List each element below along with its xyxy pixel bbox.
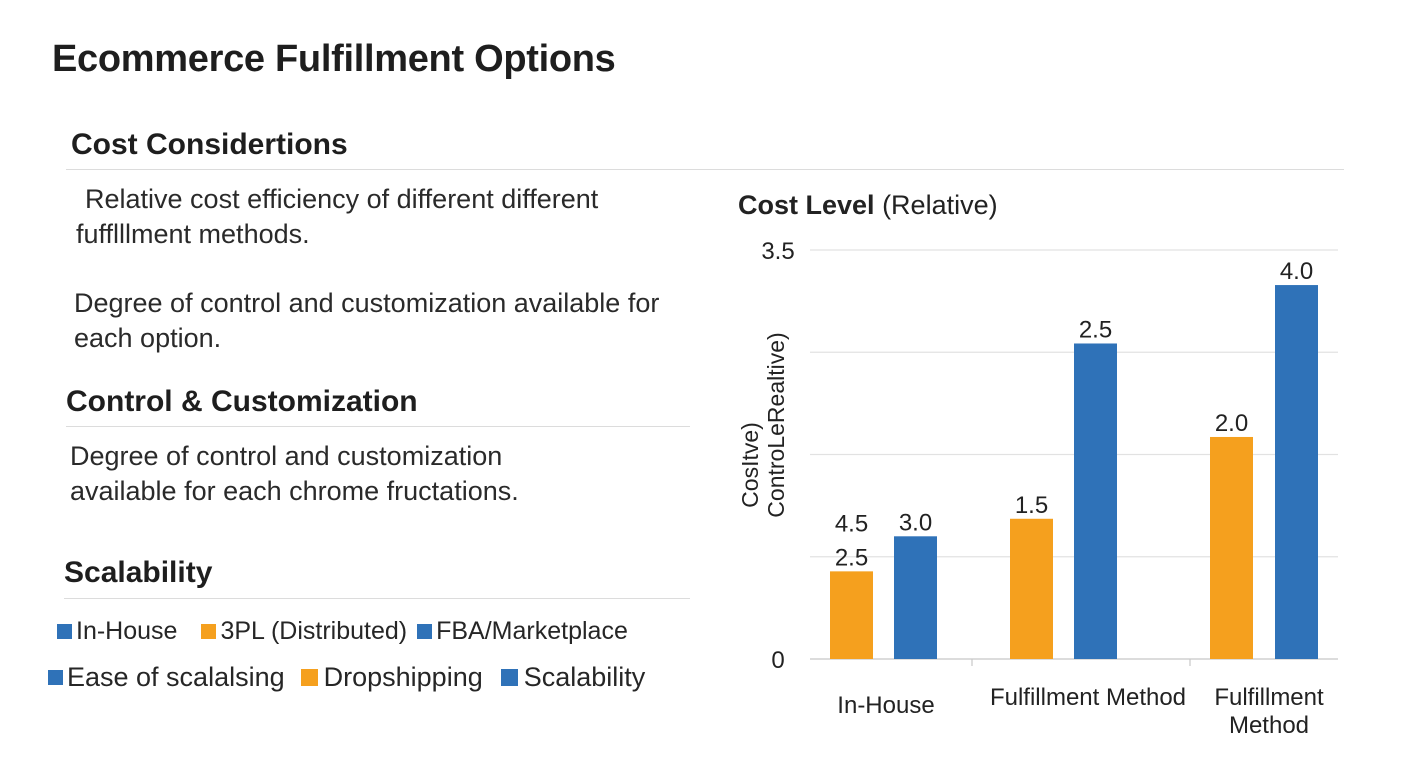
- cost-considerations-heading: Cost Considertions: [71, 128, 348, 161]
- orange-bar: [830, 571, 873, 659]
- y-tick-label: 3.5: [761, 238, 794, 265]
- control-section-divider: [66, 426, 690, 427]
- bar-data-label: 2.0: [1215, 410, 1248, 437]
- chart-title-normal: (Relative): [882, 190, 998, 220]
- bar-data-label: 4.0: [1280, 258, 1313, 285]
- x-category-label: In-House: [837, 692, 934, 719]
- scalability-section-divider: [64, 598, 690, 599]
- control-paragraph-line-2: available for each chrome fructations.: [70, 476, 519, 506]
- chart-title-bold: Cost Level: [738, 190, 875, 220]
- control-customization-heading: Control & Customization: [66, 385, 418, 418]
- legend-item-3pl: 3PL (Distributed): [201, 617, 407, 646]
- legend-swatch: [57, 624, 72, 639]
- legend-swatch: [300, 669, 318, 686]
- x-category-label: Fulfillment: [1214, 684, 1324, 711]
- y-tick-label: 0: [771, 647, 784, 674]
- legend-label: Dropshipping: [323, 662, 483, 692]
- legend-item-ease-of-scaling: Ease of scalalsing: [48, 662, 285, 693]
- legend-swatch: [417, 624, 433, 639]
- blue-bar: [1074, 343, 1117, 659]
- bar-data-label: 2.5: [835, 544, 868, 571]
- bar-data-label: 4.5: [835, 510, 868, 537]
- legend-item-in-house: In-House: [57, 617, 177, 646]
- scalability-heading: Scalability: [64, 556, 213, 589]
- legend-item-dropshipping: Dropshipping: [300, 662, 483, 693]
- cost-level-bar-chart: 0 3.5 CosItve) ControLeRealtive) 4.5 2.5 3.0 1.…: [737, 238, 1338, 739]
- legend-item-scalability: Scalability: [500, 662, 646, 693]
- legend-row-1: In-House 3PL (Distributed) FBA/Marketpla…: [57, 617, 638, 646]
- legend-row-2: Ease of scalalsing Dropshipping Scalabil…: [48, 662, 655, 693]
- legend-label: Ease of scalalsing: [67, 662, 285, 692]
- x-category-label: Method: [1229, 712, 1309, 739]
- orange-bar: [1010, 518, 1053, 659]
- legend-swatch: [201, 624, 217, 639]
- cost-paragraph-2: Degree of control and customization avai…: [74, 286, 659, 356]
- y-axis-label-line-2: ControLeRealtive): [763, 332, 789, 517]
- cost-paragraph-2-line-1: Degree of control and customization avai…: [74, 288, 660, 318]
- cost-section-divider: [66, 169, 1344, 170]
- x-category-label: Fulfillment Method: [990, 684, 1186, 711]
- legend-item-fba-marketplace: FBA/Marketplace: [417, 617, 628, 646]
- cost-paragraph-1: Relative cost efficiency of different di…: [76, 182, 598, 252]
- cost-paragraph-1-line-2: fufflllment methods.: [76, 219, 310, 249]
- bar-data-label: 1.5: [1015, 492, 1048, 519]
- bar-data-label: 2.5: [1079, 316, 1112, 343]
- legend-label: Scalability: [523, 662, 646, 692]
- control-paragraph: Degree of control and customization avai…: [70, 439, 519, 509]
- cost-paragraph-1-line-1: Relative cost efficiency of different di…: [85, 184, 599, 214]
- cost-paragraph-2-line-2: each option.: [74, 323, 222, 353]
- legend-label: FBA/Marketplace: [436, 617, 628, 645]
- blue-bar: [894, 536, 937, 659]
- chart-title: Cost Level (Relative): [738, 190, 998, 221]
- legend-label: 3PL (Distributed): [220, 617, 408, 645]
- blue-bar: [1275, 285, 1318, 659]
- orange-bar: [1210, 436, 1253, 659]
- y-axis-label-line-1: CosItve): [737, 422, 763, 508]
- control-paragraph-line-1: Degree of control and customization: [70, 441, 503, 471]
- bar-data-label: 3.0: [899, 509, 932, 536]
- legend-swatch: [500, 669, 518, 686]
- legend-swatch: [48, 670, 63, 685]
- legend-label: In-House: [76, 617, 178, 645]
- page-title: Ecommerce Fulfillment Options: [52, 38, 616, 80]
